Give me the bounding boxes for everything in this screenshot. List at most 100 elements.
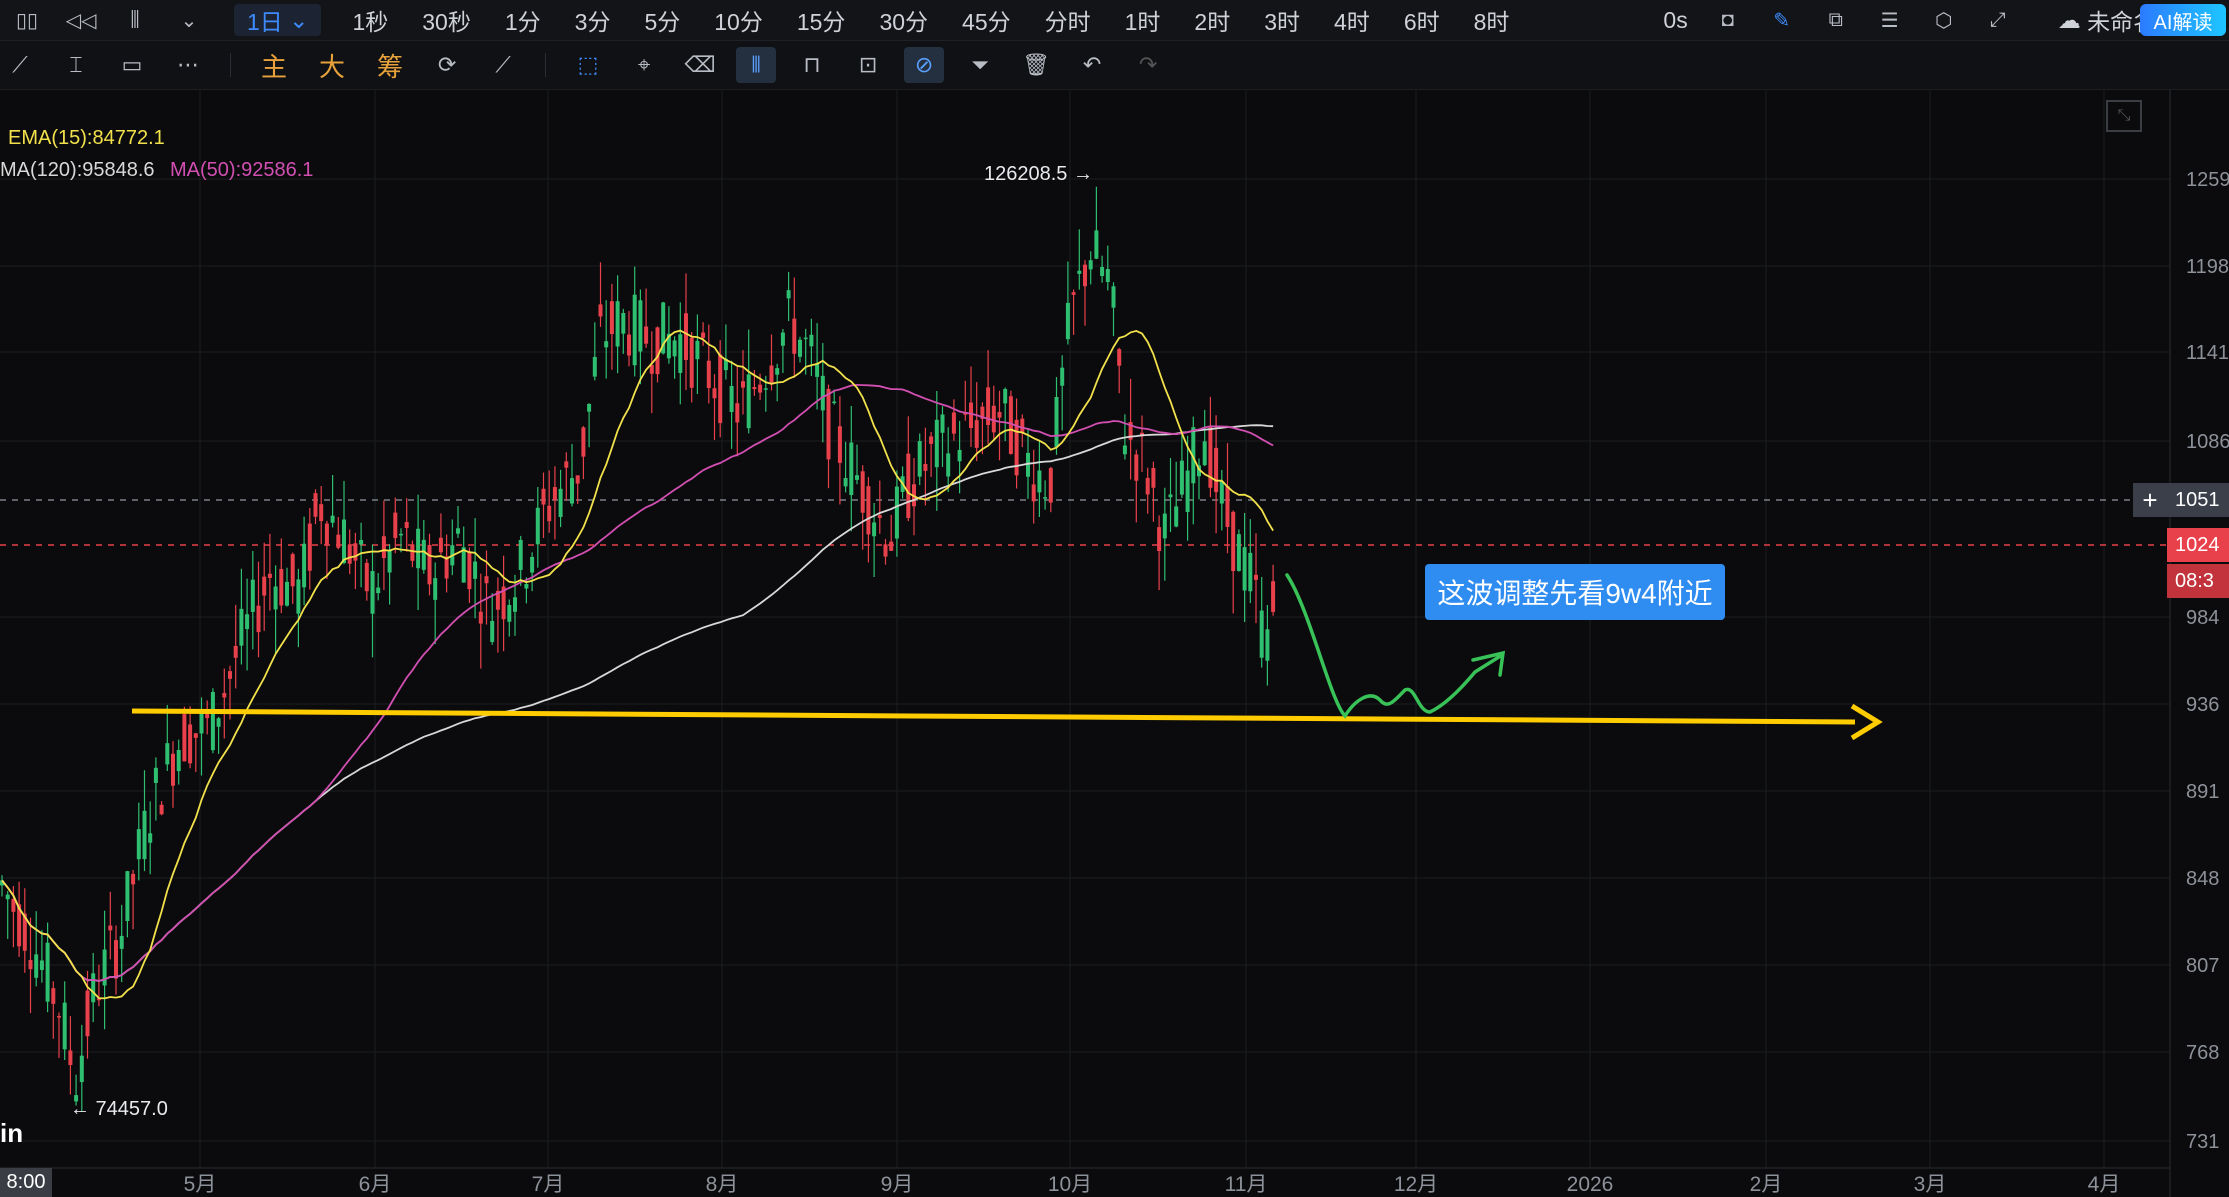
candle-body <box>946 453 951 477</box>
candle-body <box>570 478 574 504</box>
candle-body <box>28 960 33 970</box>
filter-icon[interactable]: ⏷ <box>971 52 989 77</box>
y-tick-11: 768 <box>2186 1042 2219 1064</box>
divider <box>230 53 231 77</box>
layout-icon[interactable]: ▯▯ <box>15 9 38 32</box>
settings-icon[interactable]: ⬡ <box>1934 9 1953 32</box>
candle-body <box>564 461 569 468</box>
candle-body <box>222 692 227 698</box>
candle-body <box>661 302 666 354</box>
interval-4[interactable]: 5分 <box>644 9 681 35</box>
large-order-button[interactable]: 大 <box>319 51 346 82</box>
camera-icon[interactable]: ◘ <box>1721 8 1734 31</box>
candle-body <box>233 645 238 658</box>
select-icon[interactable]: ⬚ <box>577 52 599 77</box>
measure-icon[interactable]: ⟋ <box>495 52 511 77</box>
interval-8[interactable]: 45分 <box>962 9 1011 35</box>
interval-11[interactable]: 2时 <box>1194 9 1231 35</box>
candle-body <box>1100 266 1105 277</box>
candle-body <box>239 608 244 646</box>
eraser-icon[interactable]: ⌫ <box>684 52 716 77</box>
rewind-icon[interactable]: ◁◁ <box>65 9 97 32</box>
candle-body <box>484 576 489 584</box>
projection-arrowhead <box>1471 650 1506 677</box>
candle-body <box>165 743 170 765</box>
template-icon[interactable]: ⊡ <box>858 52 878 77</box>
support-arrow <box>1850 703 1883 741</box>
countdown-tag: 08:3 <box>2167 564 2229 598</box>
chips-button[interactable]: 筹 <box>377 51 404 82</box>
candle-body <box>638 300 643 352</box>
interval-3[interactable]: 3分 <box>574 9 611 35</box>
candle-body <box>524 584 529 589</box>
fullscreen-icon[interactable]: ⤢ <box>1989 8 2006 31</box>
candle-body <box>1145 477 1150 495</box>
interval-13[interactable]: 4时 <box>1334 9 1370 35</box>
candle-body <box>11 898 16 912</box>
candle-body <box>136 829 141 860</box>
candle-type-icon[interactable]: ⫼ <box>130 8 140 31</box>
interval-14[interactable]: 6时 <box>1403 9 1440 35</box>
pen-icon[interactable]: ✎ <box>1773 9 1791 32</box>
candle-body <box>581 427 586 457</box>
candle-body <box>786 290 791 299</box>
y-tick-10: 807 <box>2186 955 2219 977</box>
redo-icon[interactable]: ↷ <box>1138 52 1158 77</box>
candle-body <box>837 426 842 463</box>
candle-body <box>285 581 289 606</box>
more-icon[interactable]: ⋯ <box>177 52 199 77</box>
magnet-icon[interactable]: ⦀ <box>736 47 777 83</box>
candle-body <box>22 913 27 951</box>
current-price-tag: 1024 <box>2167 528 2229 562</box>
interval-9[interactable]: 分时 <box>1044 9 1091 35</box>
candle-body <box>1214 447 1219 493</box>
fit-screen-icon[interactable]: ⤡ <box>2106 100 2142 132</box>
x-tick-2: 7月 <box>532 1173 565 1196</box>
trash-icon[interactable]: 🗑 <box>1022 52 1051 77</box>
ai-analyze-button[interactable]: AI解读 <box>2140 4 2226 36</box>
candle-body <box>552 487 557 501</box>
candle-body <box>17 904 22 947</box>
candle-body <box>712 388 717 399</box>
interval-0[interactable]: 1秒 <box>352 9 389 35</box>
candle-body <box>250 579 255 612</box>
candlestick-chart[interactable]: 1259 1198 1141 1086 984 936 891 848 807 768 731 5月 6… <box>0 90 2229 1197</box>
line-tool-icon[interactable]: ⟋ <box>12 52 28 77</box>
interval-10[interactable]: 1时 <box>1124 9 1161 35</box>
candle-body <box>609 301 614 334</box>
candle-body <box>1197 465 1201 477</box>
candle-body <box>695 340 700 360</box>
interval-5[interactable]: 10分 <box>714 9 763 35</box>
undo-icon[interactable]: ↶ <box>1082 52 1102 77</box>
list-icon[interactable]: ☰ <box>1880 9 1899 32</box>
x-tick-8: 2026 <box>1567 1173 1614 1196</box>
candle-body <box>427 544 432 585</box>
text-tool-icon[interactable]: ⌶ <box>69 52 83 77</box>
candle-body <box>1185 470 1190 512</box>
candle-body <box>872 522 877 537</box>
interval-active[interactable]: 1日 ⌄ <box>234 4 322 36</box>
candle-body <box>684 313 688 360</box>
candle-body <box>780 332 785 346</box>
interval-15[interactable]: 8时 <box>1473 9 1510 35</box>
analysis-callout[interactable]: 这波调整先看9w4附近 <box>1425 564 1725 620</box>
main-indicator-button[interactable]: 主 <box>261 51 288 82</box>
interval-1[interactable]: 30秒 <box>422 9 471 35</box>
candle-body <box>518 539 523 570</box>
link-icon[interactable]: ⊘ <box>904 47 945 83</box>
rectangle-tool-icon[interactable]: ▭ <box>121 52 143 77</box>
interval-2[interactable]: 1分 <box>504 9 541 35</box>
chevron-down-icon[interactable]: ⌄ <box>180 9 198 32</box>
ruler-icon[interactable]: ⌖ <box>637 52 651 77</box>
bookmark-icon[interactable]: ⧉ <box>1828 8 1843 31</box>
lock-icon[interactable]: ⊓ <box>803 52 821 77</box>
interval-6[interactable]: 15分 <box>796 9 846 35</box>
crosshair-plus-icon[interactable]: + <box>2133 483 2167 517</box>
sync-icon[interactable]: ⟳ <box>437 52 457 77</box>
candle-body <box>353 543 358 561</box>
candle-body <box>456 528 460 534</box>
candle-body <box>336 534 341 548</box>
interval-7[interactable]: 30分 <box>879 9 929 35</box>
interval-12[interactable]: 3时 <box>1264 9 1301 35</box>
candle-body <box>444 556 449 579</box>
